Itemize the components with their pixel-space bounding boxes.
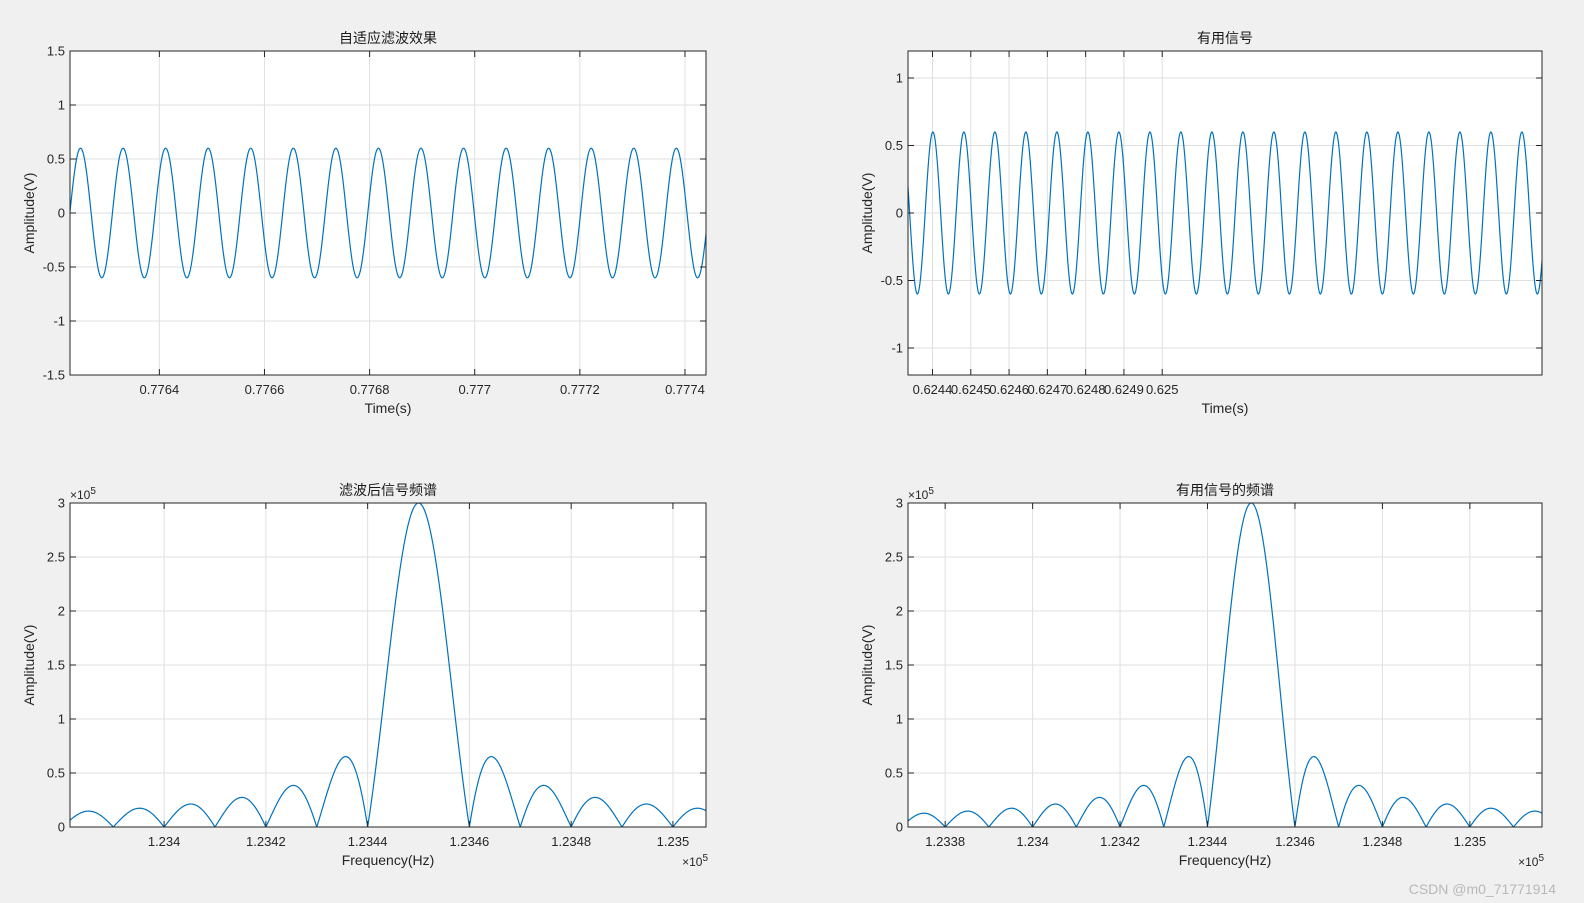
- y-tick-label: 0.5: [47, 766, 65, 781]
- y-tick-label: -1.5: [43, 368, 65, 383]
- y-tick-label: 0.5: [885, 138, 903, 153]
- y-tick-label: 1.5: [885, 658, 903, 673]
- y-axis-label: Amplitude(V): [859, 625, 875, 706]
- y-tick-label: 0: [58, 206, 65, 221]
- x-tick-label: 1.2342: [246, 834, 286, 849]
- x-tick-label: 1.2348: [1363, 834, 1403, 849]
- x-exponent-label: ×105: [682, 853, 708, 869]
- x-tick-label: 0.6245: [951, 382, 991, 397]
- y-tick-label: 1: [896, 71, 903, 86]
- y-tick-label: 3: [58, 496, 65, 511]
- y-tick-label: 2: [58, 604, 65, 619]
- y-tick-label: 0: [58, 820, 65, 835]
- y-tick-label: 1.5: [47, 44, 65, 59]
- y-exponent-label: ×105: [70, 486, 96, 502]
- x-tick-label: 0.6246: [989, 382, 1029, 397]
- chart-adaptive-filter-result: 0.7764 0.7766 0.7768 0.777 0.7772 0.7774 -1.5 -…: [21, 30, 707, 416]
- x-tick-label: 0.6244: [913, 382, 953, 397]
- x-tick-label: 1.2346: [450, 834, 490, 849]
- x-axis-label: Frequency(Hz): [342, 852, 435, 868]
- y-tick-label: 2: [896, 604, 903, 619]
- x-tick-label: 0.7774: [665, 382, 705, 397]
- y-tick-label: 3: [896, 496, 903, 511]
- x-tick-label: 1.234: [1016, 834, 1049, 849]
- x-tick-label: 1.2344: [348, 834, 388, 849]
- y-tick-label: 0: [896, 206, 903, 221]
- y-tick-label: 0: [896, 820, 903, 835]
- x-tick-label: 0.6247: [1027, 382, 1067, 397]
- y-tick-label: 2.5: [47, 550, 65, 565]
- x-tick-label: 1.2342: [1100, 834, 1140, 849]
- watermark: CSDN @m0_71771914: [1408, 881, 1556, 897]
- chart-title: 滤波后信号频谱: [339, 483, 437, 499]
- y-axis-label: Amplitude(V): [859, 173, 875, 254]
- y-tick-label: -1: [891, 341, 903, 356]
- y-tick-label: 0.5: [885, 766, 903, 781]
- x-tick-label: 1.2344: [1188, 834, 1228, 849]
- y-exponent-label: ×105: [908, 486, 934, 502]
- series-line: [70, 503, 706, 827]
- chart-filtered-spectrum: 1.234 1.2342 1.2344 1.2346 1.2348 1.235 0 0.5 1 1…: [21, 483, 708, 869]
- x-tick-label: 0.777: [458, 382, 491, 397]
- x-tick-label: 0.6249: [1104, 382, 1144, 397]
- x-tick-label: 1.2338: [925, 834, 965, 849]
- x-tick-label: 0.6248: [1066, 382, 1106, 397]
- series-line: [908, 131, 1542, 295]
- x-exponent-label: ×105: [1518, 853, 1544, 869]
- series-line: [70, 147, 706, 279]
- x-tick-label: 0.7766: [245, 382, 285, 397]
- x-tick-label: 1.235: [1454, 834, 1487, 849]
- y-tick-label: -0.5: [881, 273, 903, 288]
- y-tick-label: 1: [58, 712, 65, 727]
- x-tick-label: 1.2346: [1275, 834, 1315, 849]
- y-tick-label: 1: [896, 712, 903, 727]
- y-tick-label: 1.5: [47, 658, 65, 673]
- y-axis-label: Amplitude(V): [21, 173, 37, 254]
- y-tick-label: 0.5: [47, 152, 65, 167]
- x-axis-label: Frequency(Hz): [1179, 852, 1272, 868]
- chart-title: 自适应滤波效果: [339, 30, 437, 47]
- x-axis-label: Time(s): [365, 400, 412, 416]
- x-tick-label: 1.234: [148, 834, 181, 849]
- chart-title: 有用信号: [1197, 31, 1253, 47]
- x-tick-label: 0.7768: [350, 382, 390, 397]
- y-tick-label: 1: [58, 98, 65, 113]
- x-tick-label: 1.2348: [551, 834, 591, 849]
- x-tick-label: 0.7772: [560, 382, 600, 397]
- y-tick-label: -1: [53, 314, 65, 329]
- y-tick-label: 2.5: [885, 550, 903, 565]
- y-tick-label: -0.5: [43, 260, 65, 275]
- x-tick-label: 0.625: [1146, 382, 1179, 397]
- x-tick-label: 0.7764: [139, 382, 179, 397]
- chart-title: 有用信号的频谱: [1176, 483, 1274, 499]
- y-axis-label: Amplitude(V): [21, 625, 37, 706]
- x-axis-label: Time(s): [1202, 400, 1249, 416]
- chart-useful-signal-spectrum: 1.2338 1.234 1.2342 1.2344 1.2346 1.2348 1.235…: [859, 483, 1544, 869]
- x-tick-label: 1.235: [657, 834, 690, 849]
- series-line: [908, 503, 1542, 827]
